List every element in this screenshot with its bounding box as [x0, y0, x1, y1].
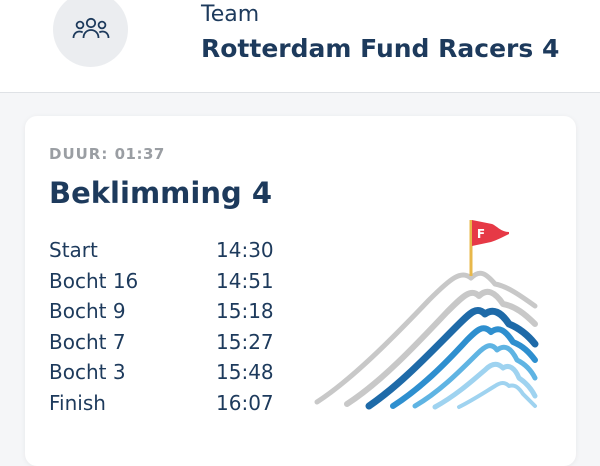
- segment-time: 15:27: [216, 329, 274, 354]
- segment-row: Start 14:30: [49, 237, 289, 268]
- segment-row: Bocht 7 15:27: [49, 329, 289, 360]
- team-header: Team Rotterdam Fund Racers 4: [0, 0, 600, 93]
- segment-name: Bocht 7: [49, 329, 126, 354]
- segment-time: 14:30: [216, 238, 274, 262]
- segment-name: Bocht 3: [49, 360, 126, 384]
- segment-name: Bocht 16: [49, 268, 139, 293]
- segment-row: Bocht 3 15:48: [49, 359, 289, 390]
- climb-card[interactable]: DUUR: 01:37 Beklimming 4 Start 14:30 Boc…: [25, 116, 576, 466]
- duration-value: 01:37: [114, 145, 165, 163]
- team-label: Team: [201, 2, 260, 27]
- duration-label: DUUR:: [49, 145, 109, 163]
- segment-time: 14:51: [216, 268, 274, 293]
- segment-time: 15:18: [216, 299, 274, 323]
- segment-row: Bocht 16 14:51: [49, 268, 289, 299]
- segment-name: Finish: [49, 390, 106, 415]
- segment-time: 16:07: [216, 390, 274, 415]
- segment-row: Bocht 9 15:18: [49, 298, 289, 329]
- segment-list: Start 14:30 Bocht 16 14:51 Bocht 9 15:18…: [49, 237, 289, 420]
- team-name: Rotterdam Fund Racers 4: [201, 34, 560, 63]
- flag-letter: F: [477, 227, 485, 241]
- team-group-icon: [71, 14, 111, 46]
- segment-row: Finish 16:07: [49, 390, 289, 421]
- duration-text: DUUR: 01:37: [49, 145, 165, 163]
- segment-time: 15:48: [216, 360, 274, 384]
- climb-title: Beklimming 4: [49, 176, 272, 210]
- mountain-finish-flag-icon: F: [311, 212, 547, 416]
- segment-name: Bocht 9: [49, 299, 126, 323]
- team-avatar: [53, 0, 128, 67]
- segment-name: Start: [49, 238, 98, 262]
